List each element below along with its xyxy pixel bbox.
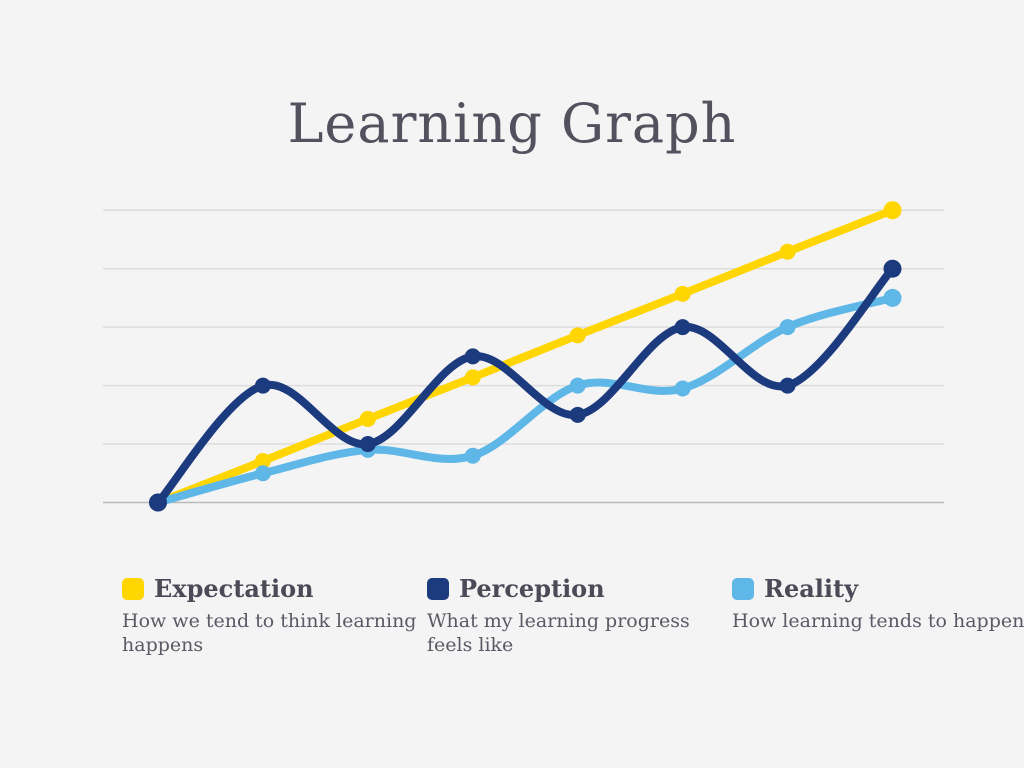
data-point-expectation xyxy=(359,410,376,427)
data-point-expectation xyxy=(674,285,691,302)
data-point-perception xyxy=(254,377,271,394)
perception-swatch-icon xyxy=(427,577,449,600)
data-point-expectation xyxy=(464,369,481,386)
legend-desc-expectation: How we tend to think learning happens xyxy=(122,610,417,656)
legend-item-perception: Perception What my learning progress fee… xyxy=(427,574,723,658)
data-point-perception xyxy=(883,259,902,278)
data-point-reality xyxy=(254,465,271,482)
data-point-reality xyxy=(779,319,796,336)
data-point-perception xyxy=(674,319,691,336)
data-point-expectation xyxy=(569,327,586,344)
legend-item-reality: Reality How learning tends to happen xyxy=(732,574,1024,634)
legend-label-reality: Reality xyxy=(764,574,859,603)
data-point-reality xyxy=(464,447,481,464)
data-point-perception xyxy=(569,406,586,423)
data-point-expectation xyxy=(779,243,796,260)
series-line-perception xyxy=(154,264,897,507)
data-point-perception xyxy=(779,377,796,394)
data-point-reality xyxy=(569,377,586,394)
data-point-expectation xyxy=(254,453,271,470)
series-line-expectation xyxy=(154,206,897,507)
reality-swatch-icon xyxy=(732,577,754,600)
data-point-reality xyxy=(883,288,902,307)
expectation-swatch-icon xyxy=(122,577,144,600)
data-point-perception xyxy=(464,348,481,365)
data-point-expectation xyxy=(883,201,902,220)
chart-title: Learning Graph xyxy=(287,92,737,155)
legend-head: Reality xyxy=(732,574,1024,603)
legend-head: Expectation xyxy=(122,574,418,603)
legend-item-expectation: Expectation How we tend to think learnin… xyxy=(122,574,418,658)
legend-label-expectation: Expectation xyxy=(154,574,314,603)
data-point-perception xyxy=(359,436,376,453)
legend-label-perception: Perception xyxy=(459,574,605,603)
legend-desc-perception: What my learning progress feels like xyxy=(427,610,690,656)
data-point-reality xyxy=(674,380,691,397)
data-point-perception xyxy=(149,493,167,512)
legend-head: Perception xyxy=(427,574,723,603)
series-line-reality xyxy=(154,293,897,507)
legend-desc-reality: How learning tends to happen xyxy=(732,610,1024,632)
